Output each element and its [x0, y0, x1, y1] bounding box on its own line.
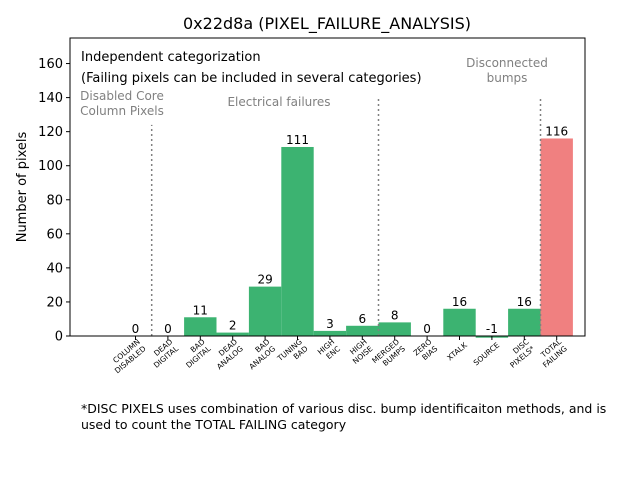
x-tick-label-1: DEADDIGITAL: [146, 337, 181, 370]
x-tick-label-text: ZEROBIAS: [412, 337, 440, 364]
footnote: *DISC PIXELS uses combination of various…: [81, 401, 611, 432]
x-tick-label-text: COLUMNDISABLED: [107, 337, 148, 375]
bar-6: [313, 330, 347, 336]
x-tick-label-8: MERGEDBUMPS: [370, 337, 407, 372]
x-tick-label-text: DEADANALOG: [209, 337, 245, 371]
x-tick-label-6: HIGHENC: [316, 337, 342, 363]
bar-value-label-7: 6: [358, 312, 366, 326]
bar-4: [248, 286, 282, 336]
x-tick-label-10: XTALK: [445, 340, 469, 363]
x-tick-label-text: HIGHENC: [316, 337, 342, 363]
y-tick-label: 160: [38, 57, 63, 72]
y-tick-label: 140: [38, 91, 63, 106]
x-tick-label-line: SOURCE: [472, 340, 502, 367]
annotation-group: Independent categorization (Failing pixel…: [81, 50, 422, 86]
bar-value-label-1: 0: [164, 322, 172, 336]
section-label-0: Disabled Core Column Pixels: [80, 89, 164, 118]
value-labels-group: 0 0 11 2 29 111 3 6 8 0 16 -1 16 116: [132, 124, 568, 336]
bar-value-label-9: 0: [423, 322, 431, 336]
x-tick-label-11: SOURCE: [472, 340, 502, 367]
bar-value-label-13: 116: [545, 124, 568, 138]
x-tick-label-text: XTALK: [445, 340, 469, 363]
section-dividers: [150, 97, 542, 336]
bar-value-label-0: 0: [132, 322, 140, 336]
section-label-line: bumps: [487, 71, 528, 85]
bar-2: [184, 317, 217, 336]
x-tick-label-2: BADDIGITAL: [178, 337, 213, 370]
section-label-line: Column Pixels: [80, 104, 164, 118]
x-tick-label-text: TOTALFAILING: [535, 337, 569, 370]
bar-13: [540, 138, 573, 336]
y-tick-label: 80: [46, 193, 63, 208]
y-tick-label: 120: [38, 125, 63, 140]
bar-value-label-12: 16: [517, 295, 532, 309]
x-tick-label-text: MERGEDBUMPS: [370, 337, 407, 372]
y-tick-label: 60: [46, 227, 63, 242]
section-label-line: Electrical failures: [227, 95, 330, 109]
bars-group: [184, 138, 573, 338]
y-axis-label: Number of pixels: [15, 131, 30, 242]
chart-title: 0x22d8a (PIXEL_FAILURE_ANALYSIS): [183, 14, 471, 34]
section-label-2: Disconnected bumps: [466, 56, 548, 85]
x-tick-label-12: DISCPIXELS*: [502, 337, 536, 370]
y-tick-label: 20: [46, 295, 63, 310]
section-label-line: Disconnected: [466, 56, 548, 70]
bar-12: [508, 308, 541, 336]
x-tick-label-text: TUNINGBAD: [275, 337, 310, 370]
bar-value-label-2: 11: [193, 303, 208, 317]
x-tick-label-text: BADDIGITAL: [178, 337, 213, 370]
x-tick-label-line: XTALK: [445, 340, 469, 363]
bar-value-label-11: -1: [486, 322, 498, 336]
plot-frame: [69, 37, 586, 337]
y-tick-label: 100: [38, 159, 63, 174]
bar-value-label-10: 16: [452, 295, 467, 309]
bar-10: [443, 308, 476, 336]
x-tick-label-13: TOTALFAILING: [535, 337, 569, 370]
annotation-line-1: (Failing pixels can be included in sever…: [81, 71, 422, 86]
bar-value-label-5: 111: [286, 133, 309, 147]
y-axis: 0 20 40 60 80 100 120 140 160: [38, 57, 70, 345]
bar-8: [378, 322, 411, 336]
bar-3: [216, 332, 249, 336]
bar-value-label-8: 8: [391, 308, 399, 322]
x-tick-label-text: HIGHNOISE: [345, 337, 375, 366]
annotation-line-0: Independent categorization: [81, 50, 261, 65]
bar-value-label-3: 2: [229, 319, 237, 333]
y-tick-label: 0: [55, 330, 63, 345]
x-tick-label-9: ZEROBIAS: [412, 337, 440, 364]
x-tick-label-text: DEADDIGITAL: [146, 337, 181, 370]
x-tick-label-7: HIGHNOISE: [345, 337, 375, 366]
section-label-line: Disabled Core: [80, 89, 164, 103]
section-label-1: Electrical failures: [227, 95, 330, 109]
bar-value-label-6: 3: [326, 317, 334, 331]
bar-value-label-4: 29: [257, 273, 272, 287]
x-tick-label-3: DEADANALOG: [209, 337, 245, 371]
x-tick-label-text: BADANALOG: [242, 337, 278, 371]
bar-5: [281, 146, 314, 336]
x-tick-label-text: SOURCE: [472, 340, 502, 367]
section-labels-group: Disabled Core Column Pixels Electrical fai…: [80, 56, 548, 118]
x-tick-label-4: BADANALOG: [242, 337, 278, 371]
y-tick-label: 40: [46, 261, 63, 276]
x-tick-label-text: DISCPIXELS*: [502, 337, 536, 370]
x-axis: COLUMNDISABLED DEADDIGITAL BADDIGITAL DEADA…: [107, 336, 569, 375]
bar-7: [346, 325, 379, 336]
x-tick-label-5: TUNINGBAD: [275, 337, 310, 370]
x-tick-label-0: COLUMNDISABLED: [107, 337, 148, 375]
